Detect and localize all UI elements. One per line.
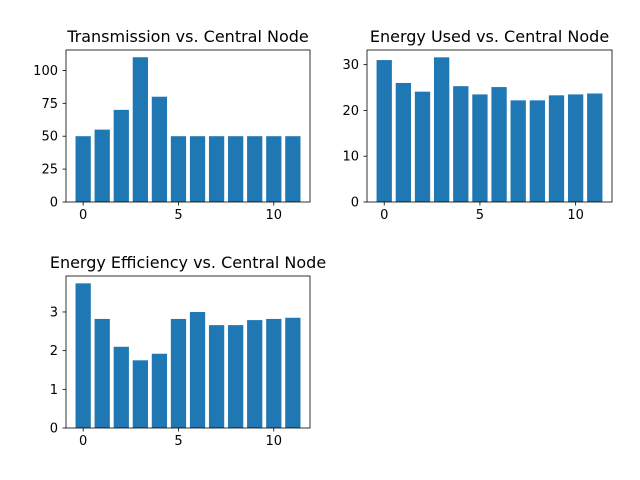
axes-frame <box>65 49 311 203</box>
bar <box>247 320 263 428</box>
y-tick-label: 75 <box>41 97 58 112</box>
bar <box>170 318 187 428</box>
bar <box>113 346 129 428</box>
y-tick-label: 100 <box>33 64 58 79</box>
y-tick-label: 2 <box>50 344 58 359</box>
bar <box>587 93 603 202</box>
x-tick-label: 0 <box>79 434 87 449</box>
bar <box>491 87 507 202</box>
bar <box>208 136 225 202</box>
bar <box>548 95 565 202</box>
bar <box>453 86 469 202</box>
bar <box>94 318 110 428</box>
y-tick-label: 20 <box>342 104 359 119</box>
bar <box>132 57 148 202</box>
bar <box>285 317 301 428</box>
bar <box>285 136 301 202</box>
bar <box>266 318 282 428</box>
axes-frame <box>366 49 613 203</box>
x-tick-label: 5 <box>476 208 484 223</box>
bar <box>75 136 91 202</box>
bar <box>94 129 110 202</box>
bar <box>510 100 526 202</box>
chart-title: Transmission vs. Central Node <box>66 27 309 46</box>
bar <box>228 325 244 428</box>
bar <box>247 136 263 202</box>
bar <box>266 136 282 202</box>
bar <box>189 311 206 428</box>
y-tick-label: 30 <box>342 58 359 73</box>
x-tick-label: 10 <box>567 208 584 223</box>
y-tick-label: 10 <box>342 150 359 165</box>
bar <box>529 100 546 202</box>
bar <box>132 360 148 428</box>
y-tick-label: 0 <box>351 196 359 211</box>
x-tick-label: 10 <box>266 208 283 223</box>
axes-frame <box>65 275 311 429</box>
x-tick-label: 10 <box>266 434 283 449</box>
y-tick-label: 50 <box>41 130 58 145</box>
bar <box>472 94 488 202</box>
x-tick-label: 5 <box>174 434 182 449</box>
bar <box>113 109 129 202</box>
bar <box>414 91 431 202</box>
bar <box>433 57 450 202</box>
bar <box>395 82 412 202</box>
bar <box>151 353 168 428</box>
bar <box>567 94 584 202</box>
y-tick-label: 25 <box>41 163 58 178</box>
chart-title: Energy Efficiency vs. Central Node <box>50 253 326 272</box>
y-tick-label: 0 <box>50 422 58 437</box>
bar <box>208 325 225 428</box>
bar <box>376 60 392 202</box>
x-tick-label: 5 <box>174 208 182 223</box>
chart-energy-used: 0 5 10 0 10 20 30 Energy Used vs. Central Node <box>342 27 613 223</box>
y-tick-label: 3 <box>50 305 58 320</box>
y-tick-label: 0 <box>50 196 58 211</box>
bar <box>170 136 187 202</box>
bar <box>75 283 91 428</box>
chart-title: Energy Used vs. Central Node <box>370 27 609 46</box>
x-tick-label: 0 <box>79 208 87 223</box>
chart-energy-efficiency: 0 5 10 0 1 2 3 Energy Efficiency vs. Central No… <box>50 253 326 449</box>
bar <box>189 136 206 202</box>
y-tick-label: 1 <box>50 383 58 398</box>
bar <box>151 96 168 202</box>
bar <box>228 136 244 202</box>
x-tick-label: 0 <box>380 208 388 223</box>
